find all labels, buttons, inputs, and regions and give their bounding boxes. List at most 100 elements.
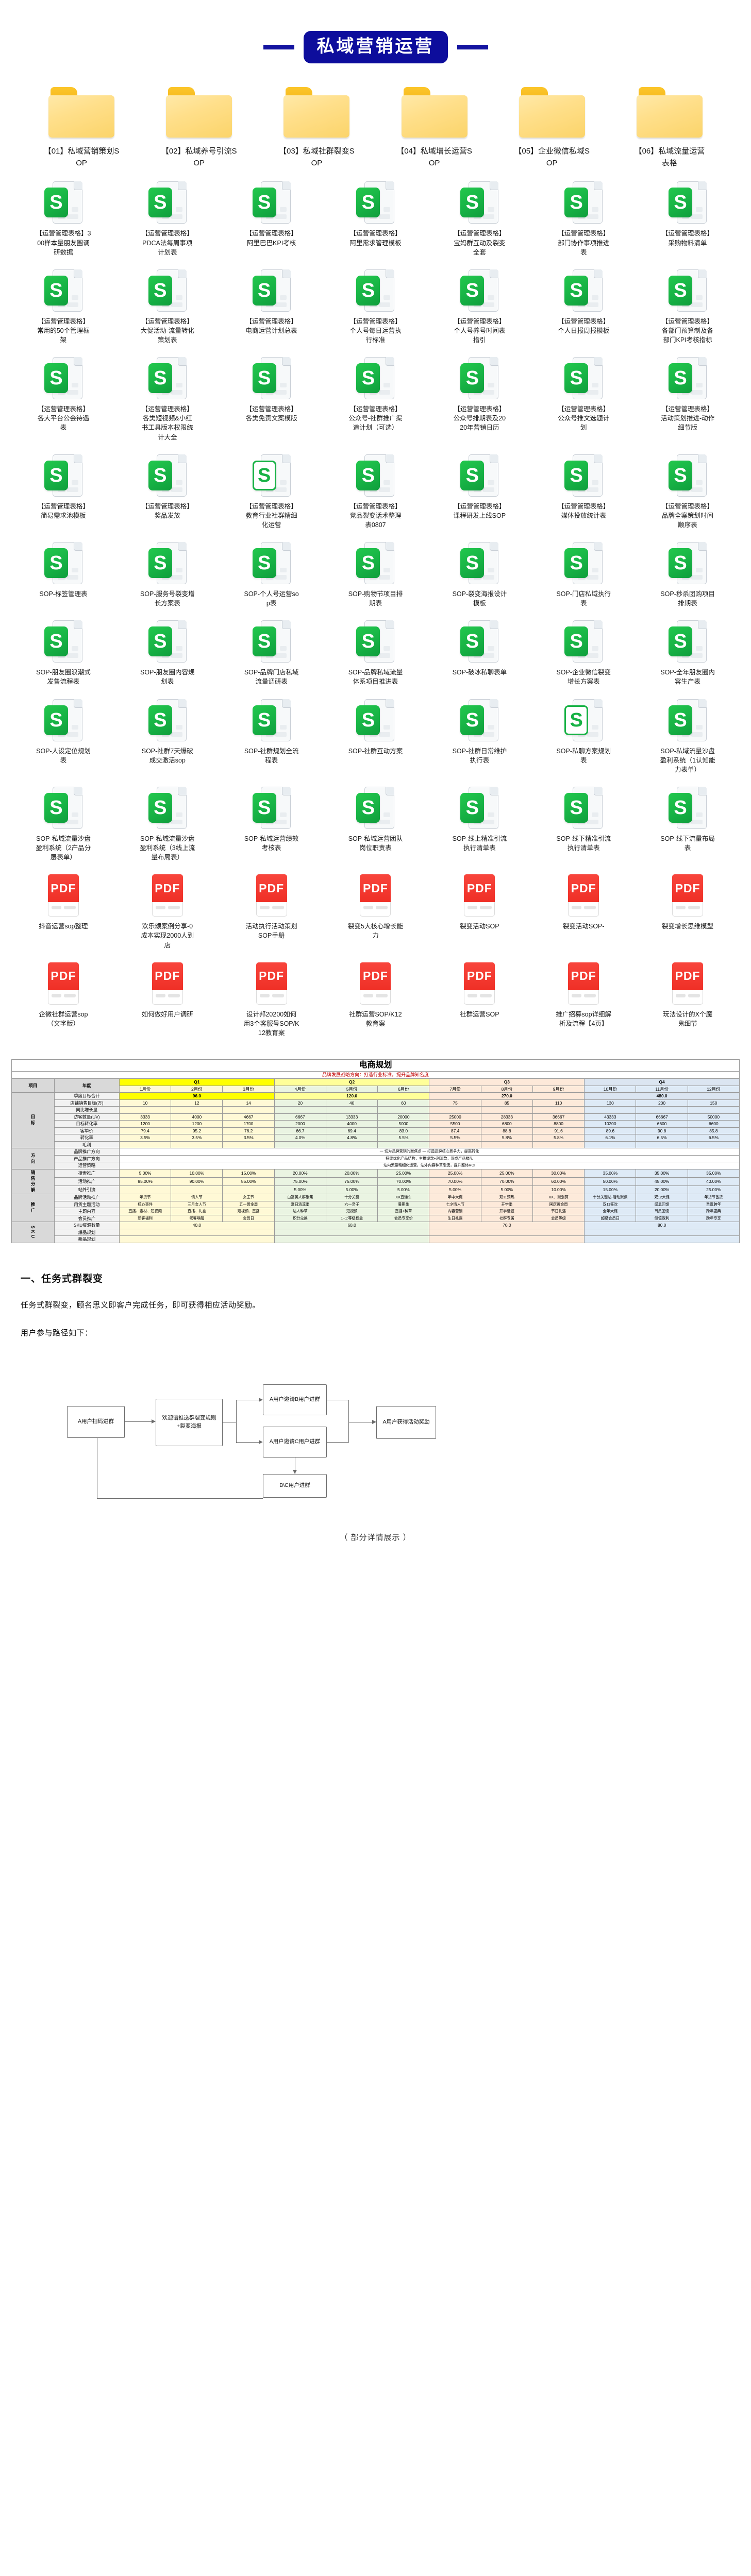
file-item[interactable]: S SOP-人设定位规划表 [11,695,115,783]
file-label: SOP-破冰私聊表单 [452,669,507,676]
folder-icon [48,87,115,139]
flow-line-8 [327,1442,348,1443]
file-label: 【运营管理表格】各部门预算制及各部门KPI考核指标 [662,317,714,344]
file-item[interactable]: S 【运营管理表格】竞品裂变话术整理表0807 [324,450,428,538]
file-item[interactable]: S SOP-私域流量沙盘盈利系统（1认知能力表单） [636,695,740,783]
folder-item[interactable]: 【04】私域增长运营SOP [376,84,493,177]
file-label: 【运营管理表格】PDCA法每周事项计划表 [141,230,193,256]
folder-item[interactable]: 【06】私域流量运营表格 [611,84,728,177]
file-item[interactable]: S SOP-私域流量沙盘盈利系统（3线上流量布局表） [115,783,220,870]
file-item[interactable]: S SOP-服务号裂变增长方案表 [115,538,220,616]
file-item[interactable]: S SOP-社群规划全流程表 [220,695,324,783]
file-item[interactable]: S 【运营管理表格】大促活动-流量转化策划表 [115,265,220,353]
file-item[interactable]: S 【运营管理表格】奖品发放 [115,450,220,538]
file-item[interactable]: S 【运营管理表格】课程研发上线SOP [427,450,531,538]
folder-item[interactable]: 【02】私域养号引流SOP [140,84,258,177]
file-item[interactable]: S 【运营管理表格】电商运营计划总表 [220,265,324,353]
folder-item[interactable]: 【03】私域社群裂变SOP [258,84,375,177]
plan-cell: 50000 [687,1113,740,1121]
folder-item[interactable]: 【01】私域营销策划SOP [23,84,140,177]
file-item[interactable]: PDF 欢乐颂案例分享-0成本实现2000人到店 [115,870,220,958]
file-item[interactable]: PDF 活动执行活动策划SOP手册 [220,870,324,958]
file-item[interactable]: S 【运营管理表格】常用的50个管理框架 [11,265,115,353]
file-item[interactable]: S 【运营管理表格】公众号排期表及2020年营销日历 [427,353,531,450]
file-item[interactable]: PDF 如何做好用户调研 [115,958,220,1046]
file-item[interactable]: PDF 裂变活动SOP- [531,870,636,958]
flow-line-5 [236,1442,259,1443]
file-item[interactable]: S SOP-社群日常维护执行表 [427,695,531,783]
file-item[interactable]: S SOP-标签管理表 [11,538,115,616]
file-item[interactable]: S 【运营管理表格】各类短视频&小红书工具版本权限统计大全 [115,353,220,450]
plan-cell: 2000 [274,1120,326,1128]
folder-item[interactable]: 【05】企业微信私域SOP [493,84,611,177]
file-item[interactable]: S 【运营管理表格】各部门预算制及各部门KPI考核指标 [636,265,740,353]
file-item[interactable]: S SOP-私域运营绩效考核表 [220,783,324,870]
file-item[interactable]: S SOP-购物节项目排期表 [324,538,428,616]
file-item[interactable]: PDF 裂变5大核心增长能力 [324,870,428,958]
file-item[interactable]: PDF 企微社群运营sop（文字版） [11,958,115,1046]
file-item[interactable]: PDF 裂变增长思维模型 [636,870,740,958]
plan-cell: 6.5% [636,1134,688,1142]
file-item[interactable]: S SOP-品牌私域流量体系项目推进表 [324,616,428,694]
plan-month-header: 1月份 [119,1085,172,1093]
file-item[interactable]: PDF 玩法设计的X个魔鬼细节 [636,958,740,1046]
file-item[interactable]: S SOP-线下流量布局表 [636,783,740,870]
file-item[interactable]: PDF 设计邦20200如何用3个客服号SOP/K12教育案 [220,958,324,1046]
spreadsheet-icon: S [356,180,395,225]
plan-month-header: 7月份 [429,1085,481,1093]
file-item[interactable]: PDF 裂变活动SOP [427,870,531,958]
folder-label: 【03】私域社群裂变SOP [279,147,355,167]
file-item[interactable]: S 【运营管理表格】300样本量朋友圈调研数据 [11,177,115,265]
file-item[interactable]: S 【运营管理表格】部门协作事项推进表 [531,177,636,265]
file-item[interactable]: S SOP-秒杀团购项目排期表 [636,538,740,616]
file-item[interactable]: S 【运营管理表格】PDCA法每周事项计划表 [115,177,220,265]
file-item[interactable]: S SOP-私域运营团队岗位职责表 [324,783,428,870]
file-item[interactable]: S 【运营管理表格】公众号推文选题计划 [531,353,636,450]
file-item[interactable]: S SOP-破冰私聊表单 [427,616,531,694]
file-item[interactable]: S 【运营管理表格】各大平台公会待遇表 [11,353,115,450]
file-label: SOP-品牌私域流量体系项目推进表 [348,669,403,686]
file-item[interactable]: S SOP-朋友圈浪潮式发售流程表 [11,616,115,694]
file-item[interactable]: S SOP-裂变海报设计模板 [427,538,531,616]
plan-cell: 核心事件 [119,1200,172,1209]
plan-cell: 年货节备货 [687,1194,740,1201]
file-item[interactable]: S SOP-线下精准引流执行清单表 [531,783,636,870]
file-item[interactable]: S 【运营管理表格】简易需求池模板 [11,450,115,538]
file-item[interactable]: S SOP-全年朋友圈内容生产表 [636,616,740,694]
file-item[interactable]: S SOP-朋友圈内容规划表 [115,616,220,694]
file-item[interactable]: S 【运营管理表格】阿里需求管理模板 [324,177,428,265]
file-item[interactable]: S 【运营管理表格】教育行业社群精细化运营 [220,450,324,538]
file-item[interactable]: PDF 社群运营SOP [427,958,531,1046]
file-item[interactable]: S SOP-品牌门店私域流量调研表 [220,616,324,694]
plan-cell: 40.0 [119,1222,275,1229]
file-item[interactable]: S SOP-企业微信裂变增长方案表 [531,616,636,694]
file-item[interactable]: S SOP-个人号运营sop表 [220,538,324,616]
file-item[interactable]: PDF 抖音运营sop整理 [11,870,115,958]
file-item[interactable]: PDF 社群运营SOP/K12教育案 [324,958,428,1046]
file-item[interactable]: PDF 推广招募sop详细解析及流程【4页】 [531,958,636,1046]
file-item[interactable]: S SOP-社群互动方案 [324,695,428,783]
file-item[interactable]: S 【运营管理表格】宝妈群互动及裂变全套 [427,177,531,265]
file-item[interactable]: S SOP-门店私域执行表 [531,538,636,616]
file-label: 【运营管理表格】公众号-社群推广渠道计划（可选） [348,405,403,432]
file-item[interactable]: S SOP-线上精准引流执行清单表 [427,783,531,870]
plan-cell [377,1141,430,1149]
file-item[interactable]: S 【运营管理表格】活动策划推进-动作细节版 [636,353,740,450]
file-item[interactable]: S 【运营管理表格】各类免责文案模版 [220,353,324,450]
plan-cell: 85 [480,1099,533,1107]
file-item[interactable]: S 【运营管理表格】公众号-社群推广渠道计划（可选） [324,353,428,450]
file-item[interactable]: S SOP-私域流量沙盘盈利系统（2产品分层表单） [11,783,115,870]
file-item[interactable]: S 【运营管理表格】媒体投放统计表 [531,450,636,538]
file-item[interactable]: S SOP-社群7天爆破成交激活sop [115,695,220,783]
plan-cell: 十分关键 [325,1194,378,1201]
file-item[interactable]: S 【运营管理表格】个人号养号时间表指引 [427,265,531,353]
file-item[interactable]: S 【运营管理表格】品牌全案策划时间顺序表 [636,450,740,538]
file-item[interactable]: S 【运营管理表格】阿里巴巴KPI考核 [220,177,324,265]
file-item[interactable]: S 【运营管理表格】个人日报周报模板 [531,265,636,353]
file-item[interactable]: S SOP-私聊方案规划表 [531,695,636,783]
file-item[interactable]: S 【运营管理表格】个人号每日运营执行标准 [324,265,428,353]
file-item[interactable]: S 【运营管理表格】采购物料清单 [636,177,740,265]
folder-label: 【02】私域养号引流SOP [161,147,237,167]
file-label: 【运营管理表格】各类免责文案模版 [245,405,297,422]
plan-cell: 内容营销 [429,1208,481,1215]
